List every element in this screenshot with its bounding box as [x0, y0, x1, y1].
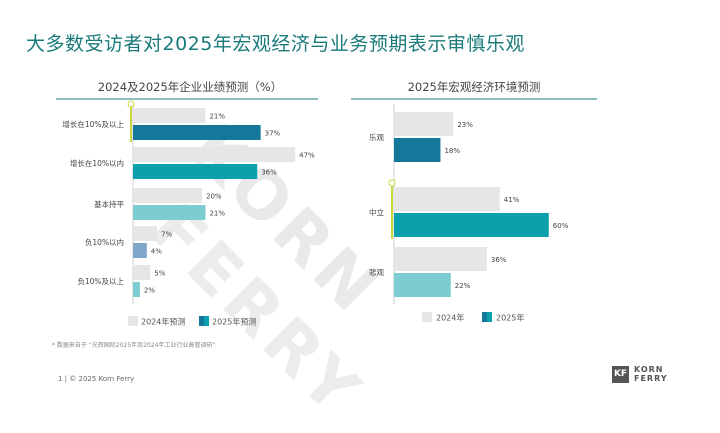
legend-label-2025: 2025年预测 [212, 317, 256, 327]
category-label: 负10%及以上 [77, 276, 124, 286]
logo-text: KORN FERRY [634, 365, 684, 383]
logo-line1: KORN [634, 365, 664, 374]
data-label-2025: 36% [261, 169, 277, 177]
data-label-2024: 7% [161, 231, 172, 239]
data-label-2025: 22% [455, 282, 471, 290]
data-label-2024: 21% [209, 113, 225, 121]
legend-label-2024: 2024年预测 [141, 317, 185, 327]
page-title: 大多数受访者对2025年宏观经济与业务预期表示审慎乐观 [26, 33, 525, 55]
footer: 1 | © 2025 Korn Ferry [58, 375, 135, 383]
bar-2025 [133, 164, 258, 179]
category-label: 悲观 [369, 267, 384, 277]
bar-2024 [394, 112, 454, 136]
legend-swatch-2025-teal [204, 316, 209, 326]
legend-label-2025: 2025年 [496, 313, 524, 323]
bar-2025 [133, 205, 206, 220]
bar-2024 [133, 147, 296, 162]
bar-2025 [133, 125, 261, 140]
category-label: 增长在10%以内 [70, 158, 124, 168]
bar-2025 [394, 273, 451, 297]
bar-2024 [394, 187, 500, 211]
data-label-2025: 4% [151, 248, 162, 256]
bar-2025 [394, 213, 549, 237]
data-label-2024: 41% [504, 196, 520, 204]
chart-title: 2024及2025年企业业绩预测（%） [98, 80, 282, 94]
legend-swatch-2024 [422, 312, 432, 322]
data-label-2025: 18% [444, 147, 460, 155]
bar-2025 [394, 138, 441, 162]
data-label-2025: 2% [144, 287, 155, 295]
bar-2025 [133, 282, 140, 297]
chart-title: 2025年宏观经济环境预测 [408, 80, 541, 94]
legend-swatch-2025-dark [482, 312, 487, 322]
bar-2024 [133, 265, 151, 280]
highlight-marker-dot [388, 179, 396, 187]
category-label: 中立 [369, 207, 384, 217]
data-label-2025: 60% [553, 222, 569, 230]
category-label: 增长在10%及以上 [62, 119, 124, 129]
bar-2025 [133, 243, 147, 258]
category-label: 乐观 [369, 132, 384, 142]
bar-2024 [133, 108, 206, 123]
logo-mark-icon: KF [612, 365, 629, 383]
data-label-2024: 36% [491, 256, 507, 264]
bar-2024 [133, 226, 158, 241]
legend-swatch-2025-teal [487, 312, 492, 322]
korn-ferry-logo: KF KORN FERRY [612, 365, 684, 383]
data-label-2025: 37% [265, 130, 281, 138]
charts-canvas: 2024及2025年企业业绩预测（%） 增长在10%及以上 21% 37% 增长在10%… [56, 80, 597, 327]
bar-2024 [394, 247, 487, 271]
legend-swatch-2025-dark [199, 316, 204, 326]
highlight-marker-dot [127, 100, 135, 108]
category-label: 基本持平 [94, 199, 124, 209]
data-label-2024: 5% [154, 270, 165, 278]
category-label: 负10%以内 [85, 237, 124, 247]
data-label-2024: 20% [206, 193, 222, 201]
bar-2024 [133, 188, 202, 203]
data-label-2024: 47% [299, 152, 315, 160]
legend-swatch-2024 [128, 316, 138, 326]
footnote: * 数据来自于 “光辉国际2025年及2024年工业行业高管调研” [52, 342, 216, 349]
legend-label-2024: 2024年 [436, 313, 464, 323]
data-label-2024: 23% [457, 121, 473, 129]
logo-line2: FERRY [634, 374, 668, 383]
data-label-2025: 21% [209, 210, 225, 218]
